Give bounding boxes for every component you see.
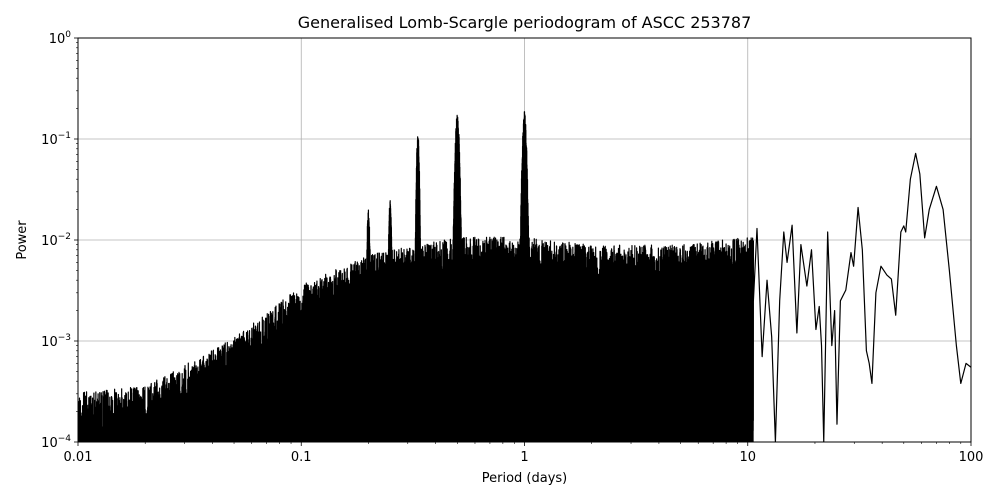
x-tick-label: 10 [739, 450, 756, 465]
x-tick-label: 0.1 [291, 450, 312, 465]
y-tick-label: 10−3 [41, 333, 71, 350]
y-tick-label: 100 [49, 30, 72, 47]
x-tick-label: 0.01 [64, 450, 93, 465]
x-axis-label: Period (days) [482, 471, 568, 486]
y-axis: 100 10−1 10−2 10−3 10−4 [41, 30, 78, 451]
power-curve [78, 111, 971, 442]
x-tick-label: 1 [520, 450, 528, 465]
power-spectrum-line [78, 111, 971, 442]
x-tick-label: 100 [959, 450, 984, 465]
y-tick-label: 10−2 [41, 232, 71, 249]
y-tick-label: 10−4 [41, 434, 71, 451]
x-axis: 0.01 0.1 1 10 100 [64, 442, 984, 465]
chart-title: Generalised Lomb-Scargle periodogram of … [298, 13, 752, 32]
y-axis-label: Power [15, 220, 30, 260]
y-tick-label: 10−1 [41, 131, 71, 148]
